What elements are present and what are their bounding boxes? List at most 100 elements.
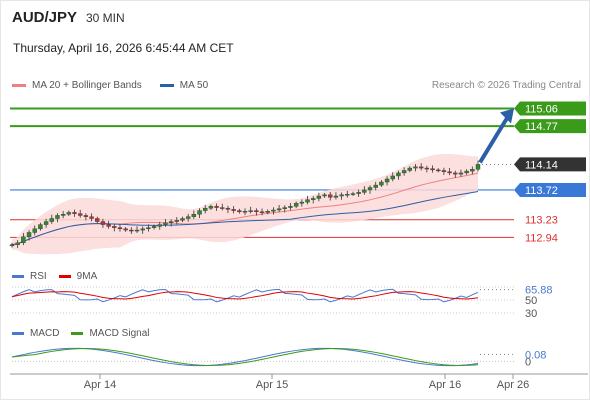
- candle-body: [174, 220, 180, 222]
- candle-body: [77, 213, 83, 216]
- symbol-title: AUD/JPY: [12, 9, 78, 26]
- legend-signal: MACD Signal: [71, 328, 149, 339]
- candle-body: [112, 226, 117, 228]
- candle-body: [163, 222, 168, 225]
- legend-ma20: MA 20 + Bollinger Bands: [12, 80, 142, 91]
- candle-body: [430, 168, 435, 171]
- candle-body: [424, 167, 430, 170]
- candle-body: [95, 218, 100, 222]
- 9ma-swatch: [58, 275, 71, 278]
- macd-legend: MACD MACD Signal: [12, 328, 161, 339]
- candle-body: [208, 206, 214, 209]
- bollinger-band-area: [12, 154, 478, 255]
- trend-arrow-shaft: [478, 115, 510, 164]
- macd-label: MACD: [30, 328, 60, 339]
- macd-swatch: [12, 332, 24, 335]
- candle-body: [356, 192, 361, 194]
- macd-last-value-label: 0.08: [525, 349, 546, 361]
- timeframe-label: 30 MIN: [86, 11, 125, 25]
- datetime-label: Thursday, April 16, 2026 6:45:44 AM CET: [13, 41, 234, 55]
- price-level-tag-bg: [514, 157, 586, 172]
- candle-body: [362, 189, 367, 193]
- rsi-tick-label: 50: [525, 295, 537, 307]
- candle-body: [413, 166, 418, 169]
- price-level-tag: 114.77: [514, 119, 586, 134]
- candle-body: [276, 208, 282, 211]
- candle-body: [117, 227, 123, 230]
- candle-body: [259, 211, 265, 214]
- candle-body: [43, 221, 49, 225]
- ma50-line: [11, 191, 479, 246]
- ma50-swatch: [159, 84, 174, 87]
- candle-body: [379, 181, 384, 186]
- price-level-label: 114.77: [525, 121, 558, 133]
- candle-body: [129, 229, 134, 232]
- rsi-ma-line: [11, 291, 479, 300]
- candle-body: [225, 207, 231, 210]
- candle-body: [299, 201, 305, 204]
- candle-body: [220, 207, 225, 209]
- x-tick-label: Apr 15: [256, 379, 288, 391]
- candle-body: [168, 221, 174, 223]
- candle-body: [32, 228, 37, 233]
- price-level-label: 115.06: [525, 104, 558, 116]
- candle-body: [49, 218, 54, 222]
- candle-body: [134, 229, 140, 232]
- candle-body: [288, 206, 293, 208]
- candle-body: [345, 193, 350, 196]
- x-tick-label: Apr 14: [84, 379, 116, 391]
- candle-body: [282, 207, 287, 209]
- candle-body: [197, 210, 202, 215]
- candle-body: [293, 203, 299, 207]
- candle-body: [146, 227, 151, 230]
- candle-body: [231, 209, 236, 211]
- macd-line: [11, 347, 479, 367]
- candle-body: [265, 211, 270, 213]
- candle-body: [157, 224, 162, 227]
- candle-body: [89, 216, 94, 219]
- legend-macd: MACD: [12, 328, 59, 339]
- macd-tick-label: 0: [525, 356, 531, 368]
- candle-body: [367, 187, 373, 191]
- candle-body: [83, 215, 89, 217]
- candle-body: [464, 170, 469, 174]
- trend-arrow-head: [500, 108, 514, 124]
- candle-body: [100, 221, 106, 225]
- candle-body: [441, 170, 447, 172]
- candle-body: [310, 198, 316, 200]
- candle-body: [140, 228, 145, 231]
- candle-body: [248, 210, 253, 212]
- candle-body: [21, 236, 26, 244]
- candle-body: [60, 214, 66, 216]
- candle-body: [214, 206, 219, 208]
- x-tick-label: Apr 16: [429, 379, 461, 391]
- price-level-tag: 114.14: [514, 157, 586, 172]
- candle-body: [396, 172, 401, 177]
- candle-body: [322, 194, 327, 197]
- candle-body: [470, 169, 475, 172]
- 9ma-label: 9MA: [76, 271, 98, 282]
- legend-ma50: MA 50: [159, 80, 208, 91]
- macd-signal-line: [11, 348, 479, 366]
- candle-body: [26, 232, 32, 237]
- candle-body: [38, 224, 43, 230]
- candle-body: [333, 195, 339, 198]
- candle-body: [316, 195, 322, 199]
- rsi-legend: RSI 9MA: [12, 271, 109, 282]
- price-level-tag-bg: [514, 101, 586, 116]
- candle-body: [305, 199, 310, 203]
- candle-body: [72, 212, 77, 214]
- candle-body: [401, 170, 407, 174]
- candle-body: [458, 172, 464, 175]
- candle-body: [203, 207, 208, 211]
- candle-body: [328, 194, 333, 198]
- legend-rsi: RSI: [12, 271, 47, 282]
- rsi-label: RSI: [30, 271, 47, 282]
- candle-body: [475, 164, 481, 170]
- candle-body: [373, 184, 378, 188]
- legend-9ma: 9MA: [58, 271, 98, 282]
- rsi-line: [11, 288, 479, 303]
- copyright-text: Research © 2026 Trading Central: [431, 80, 581, 91]
- candle-body: [350, 193, 356, 195]
